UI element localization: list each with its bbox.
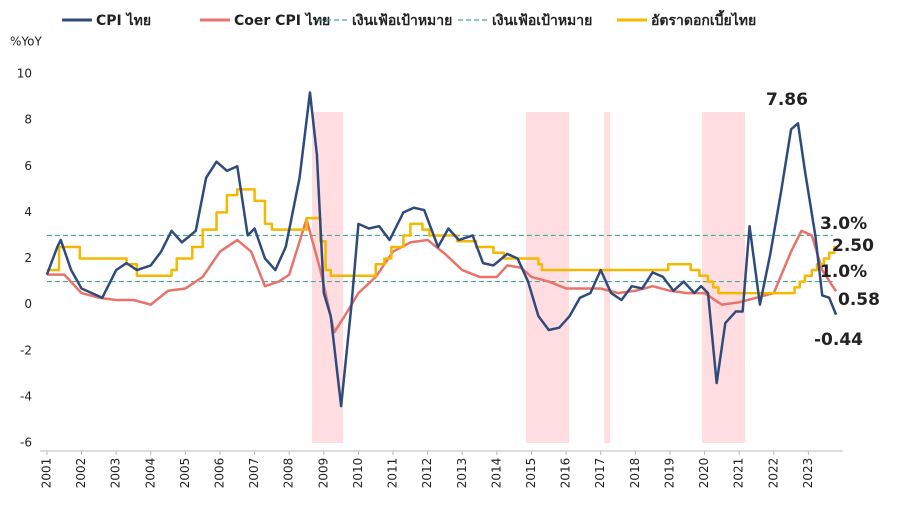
x-tick-label: 2005 <box>178 458 192 489</box>
annotation: 7.86 <box>766 90 808 110</box>
series-line <box>46 218 838 334</box>
x-tick-label: 2019 <box>662 458 676 489</box>
shaded-range <box>604 112 611 443</box>
x-tick-label: 2022 <box>766 458 780 489</box>
x-tick-label: 2003 <box>109 458 123 489</box>
x-tick-label: 2014 <box>489 458 503 489</box>
x-tick-label: 2013 <box>455 458 469 489</box>
y-tick-label: 2 <box>24 251 32 265</box>
x-tick-label: 2012 <box>420 458 434 489</box>
annotation: -0.44 <box>814 330 863 350</box>
x-tick-label: 2015 <box>524 458 538 489</box>
y-tick-label: 4 <box>24 205 32 219</box>
x-tick-label: 2001 <box>39 458 53 489</box>
annotation: 0.58 <box>838 290 880 310</box>
x-tick-label: 2021 <box>732 458 746 489</box>
y-tick-label: 10 <box>17 67 32 81</box>
x-tick-label: 2011 <box>386 458 400 489</box>
x-tick-label: 2023 <box>801 458 815 489</box>
y-tick-label: 6 <box>24 159 32 173</box>
annotation: 1.0% <box>820 262 867 282</box>
x-tick-label: 2002 <box>74 458 88 489</box>
y-tick-label: -2 <box>20 343 32 357</box>
legend-label: อัตราดอกเบี้ยไทย <box>651 9 756 29</box>
y-tick-label: -6 <box>20 436 32 450</box>
y-tick-label: 8 <box>24 113 32 127</box>
x-tick-label: 2007 <box>247 458 261 489</box>
legend-label: เงินเฟ้อเป้าหมาย <box>492 13 592 29</box>
series-line <box>45 91 838 408</box>
x-tick-label: 2009 <box>316 458 330 489</box>
series-line <box>46 188 838 295</box>
annotation: 3.0% <box>820 214 867 234</box>
x-tick-label: 2020 <box>697 458 711 489</box>
legend-label: Coer CPI ไทย <box>234 11 330 29</box>
x-tick-label: 2004 <box>143 458 157 489</box>
y-axis-label: %YoY <box>10 35 42 49</box>
x-tick-label: 2018 <box>628 458 642 489</box>
shaded-range <box>702 112 746 443</box>
y-tick-label: -4 <box>20 389 32 403</box>
x-tick-label: 2008 <box>282 458 296 489</box>
x-tick-label: 2017 <box>593 458 607 489</box>
annotation: 2.50 <box>832 236 874 256</box>
legend-label: CPI ไทย <box>96 11 151 29</box>
x-tick-label: 2016 <box>559 458 573 489</box>
x-tick-label: 2006 <box>212 458 226 489</box>
y-tick-label: 0 <box>24 297 32 311</box>
x-tick-label: 2010 <box>351 458 365 489</box>
legend-label: เงินเฟ้อเป้าหมาย <box>352 13 452 29</box>
